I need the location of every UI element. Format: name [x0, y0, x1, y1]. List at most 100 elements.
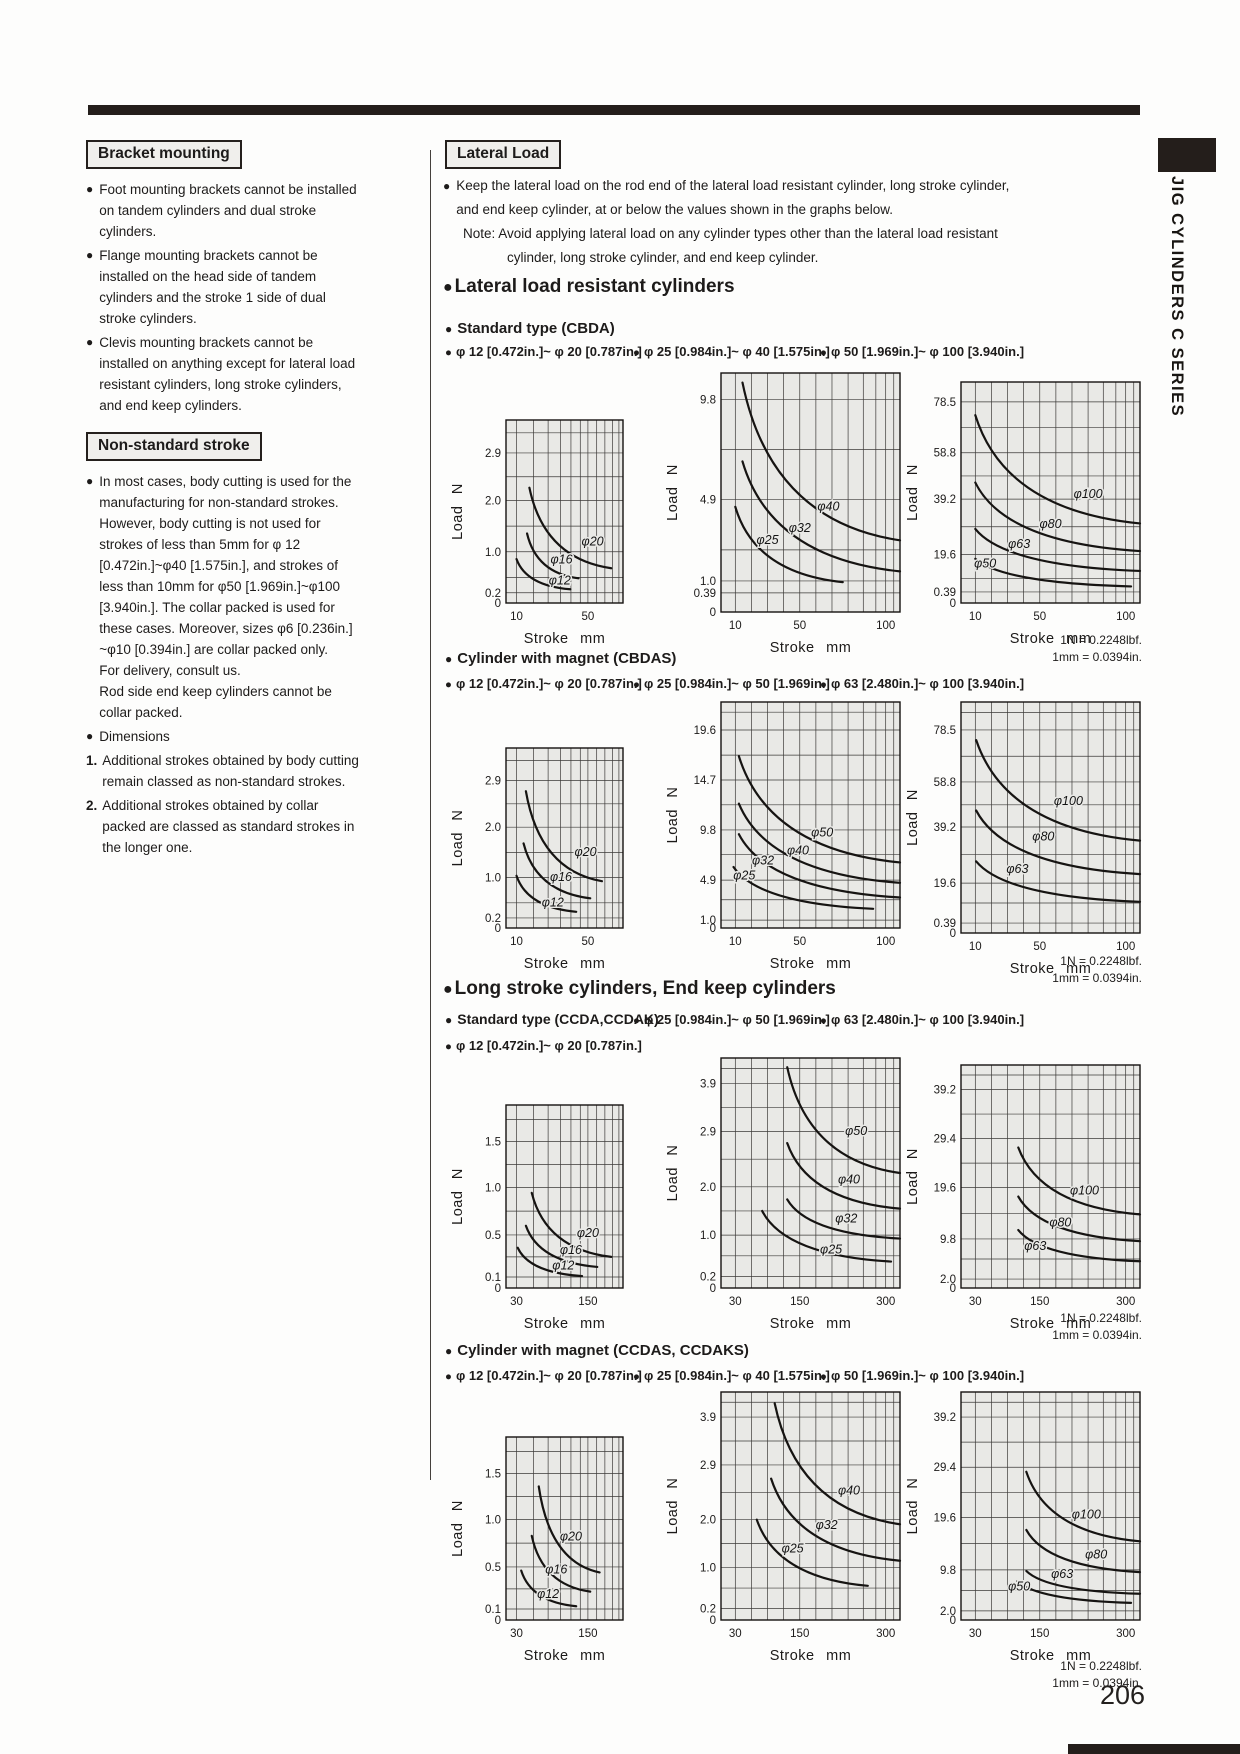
svg-text:9.8: 9.8	[940, 1234, 956, 1246]
y-axis-label: Load N	[905, 1478, 921, 1535]
dia-label-r3-1: ● φ 12 [0.472in.]~ φ 20 [0.787in.]	[445, 1038, 642, 1053]
curve-φ40	[773, 1402, 902, 1526]
bullet-icon: ●	[445, 1041, 452, 1053]
x-axis-label: Stroke mm	[1010, 1648, 1092, 1664]
axis-ticks: 9.8 4.9 1.00.39 0 10 50 100	[694, 394, 896, 632]
curve-φ16	[524, 1224, 599, 1269]
curve-φ100	[1017, 1146, 1142, 1216]
section-title-lateral-load: Lateral Load	[445, 140, 562, 169]
svg-text:0: 0	[950, 598, 956, 610]
svg-text:0.5: 0.5	[485, 1562, 501, 1574]
svg-text:0: 0	[710, 1283, 716, 1295]
dia-label-r2-2-text: φ 25 [0.984in.]~ φ 50 [1.969in.]	[643, 676, 830, 691]
curve-φ100	[974, 414, 1142, 525]
svg-text:19.6: 19.6	[934, 878, 956, 890]
curve-φ80	[1025, 1528, 1142, 1574]
svg-text:150: 150	[1030, 1628, 1049, 1640]
curve-φ50	[1016, 1580, 1133, 1604]
plot-border	[960, 701, 1141, 934]
svg-text:0.2: 0.2	[485, 913, 501, 925]
grid-lines	[961, 382, 1140, 603]
y-axis-label: Load N	[450, 1168, 466, 1225]
curve-φ12	[515, 557, 572, 591]
svg-text:10: 10	[969, 611, 982, 623]
heading-long-stroke: ● Long stroke cylinders, End keep cylinde…	[443, 978, 836, 1000]
units-note-row2-line1: 1N = 0.2248lbf.	[1060, 954, 1142, 968]
svg-text:78.5: 78.5	[934, 725, 956, 737]
plot-border	[505, 419, 624, 604]
bracket-bullet-3-text: Clevis mounting brackets cannot be insta…	[99, 335, 356, 413]
svg-text:300: 300	[876, 1628, 895, 1640]
curve-label-φ12: φ12	[542, 895, 564, 909]
y-axis-label: Load N	[905, 789, 921, 846]
numbered-item-2: 2. Additional strokes obtained by collar…	[86, 795, 418, 858]
svg-text:30: 30	[969, 1628, 982, 1640]
svg-text:0: 0	[495, 1283, 501, 1295]
curve-label-φ25: φ25	[733, 868, 755, 882]
bullet-icon: ●	[443, 179, 451, 193]
svg-text:0: 0	[710, 1615, 716, 1627]
svg-text:9.8: 9.8	[700, 394, 716, 406]
svg-text:50: 50	[1033, 941, 1046, 953]
subheading-ccdas: ● Cylinder with magnet (CCDAS, CCDAKS)	[445, 1342, 749, 1359]
svg-text:30: 30	[729, 1296, 742, 1308]
svg-text:10: 10	[729, 620, 742, 632]
bullet-icon: ●	[445, 347, 452, 359]
heading-long-stroke-text: Long stroke cylinders, End keep cylinder…	[454, 978, 836, 999]
subheading-cbda: ● Standard type (CBDA)	[445, 320, 615, 337]
curve-label-φ50: φ50	[1008, 1579, 1030, 1593]
lateral-note-line2: cylinder, long stroke cylinder, and end …	[507, 250, 819, 265]
dia-label-r1-1: ● φ 12 [0.472in.]~ φ 20 [0.787in.]	[445, 344, 642, 359]
plot-area	[721, 1058, 900, 1288]
units-note-row1-line1: 1N = 0.2248lbf.	[1060, 633, 1142, 647]
curve-φ25	[732, 865, 875, 910]
subheading-cbdas-text: Cylinder with magnet (CBDAS)	[457, 650, 677, 667]
curve-φ63	[1017, 1228, 1142, 1263]
side-tab-series-label: JIG CYLINDERS C SERIES	[1168, 176, 1186, 418]
curve-label-φ40: φ40	[838, 1172, 860, 1186]
plot-border	[960, 1391, 1141, 1621]
svg-text:9.8: 9.8	[700, 825, 716, 837]
bullet-icon: ●	[445, 322, 453, 336]
numbered-item-2-text: Additional strokes obtained by collar pa…	[102, 798, 355, 855]
curve-label-φ32: φ32	[789, 521, 811, 535]
plot-border	[960, 381, 1141, 604]
curve-φ20	[528, 486, 613, 570]
subheading-cbdas: ● Cylinder with magnet (CBDAS)	[445, 650, 676, 667]
svg-text:0.2: 0.2	[700, 1604, 716, 1616]
curve-φ32	[770, 1477, 902, 1562]
bullet-icon: ●	[86, 474, 94, 488]
curve-label-φ32: φ32	[816, 1518, 838, 1532]
dimensions-label: Dimensions	[99, 729, 170, 744]
plot-border	[505, 1104, 624, 1289]
axis-ticks: 2.9 2.0 1.0 0.20 10 50	[485, 775, 594, 948]
plot-border	[720, 701, 901, 929]
svg-text:100: 100	[1116, 611, 1135, 623]
units-note-row2: 1N = 0.2248lbf. 1mm = 0.0394in.	[880, 953, 1142, 987]
curve-φ25	[755, 1518, 869, 1587]
svg-text:100: 100	[876, 936, 895, 948]
curve-φ40	[741, 381, 902, 542]
plot-area	[961, 702, 1140, 933]
svg-text:50: 50	[582, 611, 595, 623]
svg-text:0: 0	[710, 923, 716, 935]
curve-label-φ16: φ16	[560, 1243, 582, 1257]
axis-ticks: 78.5 58.8 39.2 19.6 0.390 10 50 100	[934, 725, 1136, 953]
curve-φ12	[520, 1569, 578, 1608]
dia-label-r3-2: ● φ 25 [0.984in.]~ φ 50 [1.969in.]	[633, 1012, 830, 1027]
chart-cbdas-63-100: 78.5 58.8 39.2 19.6 0.390 10 50 100 Load N Stroke…	[905, 701, 1142, 977]
plot-border	[720, 372, 901, 613]
units-note-row4-line1: 1N = 0.2248lbf.	[1060, 1659, 1142, 1673]
svg-text:0: 0	[950, 1615, 956, 1627]
svg-text:0.1: 0.1	[485, 1604, 501, 1616]
grid-lines	[721, 373, 900, 612]
svg-text:39.2: 39.2	[934, 1085, 956, 1097]
svg-text:0.39: 0.39	[694, 588, 716, 600]
dia-label-r4-3-text: φ 50 [1.969in.]~ φ 100 [3.940in.]	[830, 1368, 1025, 1383]
svg-text:2.9: 2.9	[700, 1460, 716, 1472]
curve-φ32	[786, 1198, 902, 1240]
svg-text:150: 150	[578, 1296, 597, 1308]
x-axis-label: Stroke mm	[1010, 631, 1092, 647]
curve-φ50	[974, 557, 1133, 588]
y-axis-label: Load N	[665, 787, 681, 844]
